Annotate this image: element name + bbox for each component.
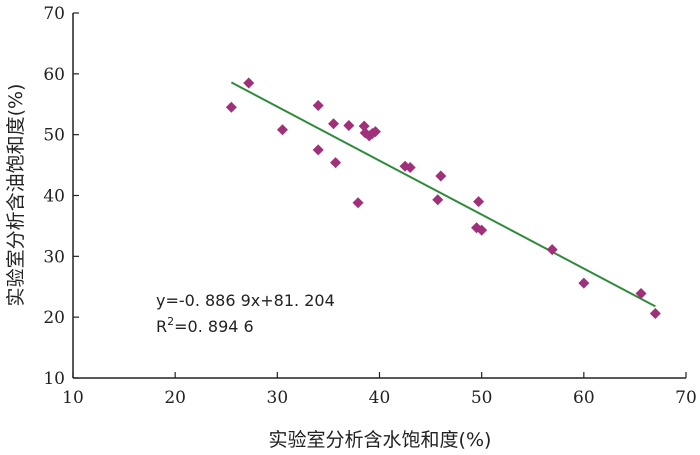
data-point <box>243 77 255 89</box>
data-point <box>404 162 416 174</box>
data-point <box>546 244 558 256</box>
data-point <box>432 194 444 206</box>
data-point <box>328 118 340 130</box>
data-point <box>369 126 381 138</box>
data-point <box>578 277 590 289</box>
y-tick-label: 20 <box>43 308 65 328</box>
y-tick-label: 60 <box>43 65 65 85</box>
r-squared-superscript: 2 <box>167 315 174 328</box>
x-tick-label: 70 <box>675 388 697 408</box>
data-point <box>343 120 355 132</box>
trendline-group <box>230 81 656 308</box>
x-tick-label: 50 <box>471 388 493 408</box>
trendline <box>230 81 656 308</box>
data-point <box>225 101 237 113</box>
y-tick-label: 50 <box>43 126 65 146</box>
r-squared-prefix: R <box>156 317 167 336</box>
data-point <box>312 99 324 111</box>
data-point <box>473 196 485 208</box>
data-point <box>312 144 324 156</box>
data-point <box>352 197 364 209</box>
x-tick-label: 60 <box>573 388 595 408</box>
data-point <box>635 287 647 299</box>
y-tick-label: 10 <box>43 369 65 389</box>
r-squared-value: =0. 894 6 <box>174 317 254 336</box>
data-point <box>330 157 342 169</box>
data-point <box>276 124 288 136</box>
data-point <box>476 224 488 236</box>
data-point <box>435 170 447 182</box>
x-tick-label: 10 <box>62 388 84 408</box>
ticks: 10 20 30 40 50 60 70 10 20 30 40 50 60 70 <box>43 4 696 408</box>
equation-label: y=-0. 886 9x+81. 204 <box>156 291 335 310</box>
x-axis-label: 实验室分析含水饱和度(%) <box>269 429 492 451</box>
data-points <box>225 77 661 320</box>
data-point <box>358 120 370 132</box>
y-tick-label: 30 <box>43 247 65 267</box>
y-axis-label: 实验室分析含油饱和度(%) <box>5 84 27 307</box>
data-point <box>649 308 661 320</box>
y-tick-label: 70 <box>43 4 65 24</box>
x-tick-label: 20 <box>164 388 186 408</box>
r-squared-label: R2=0. 894 6 <box>156 315 254 336</box>
x-tick-label: 30 <box>267 388 289 408</box>
x-tick-label: 40 <box>369 388 391 408</box>
y-tick-label: 40 <box>43 187 65 207</box>
